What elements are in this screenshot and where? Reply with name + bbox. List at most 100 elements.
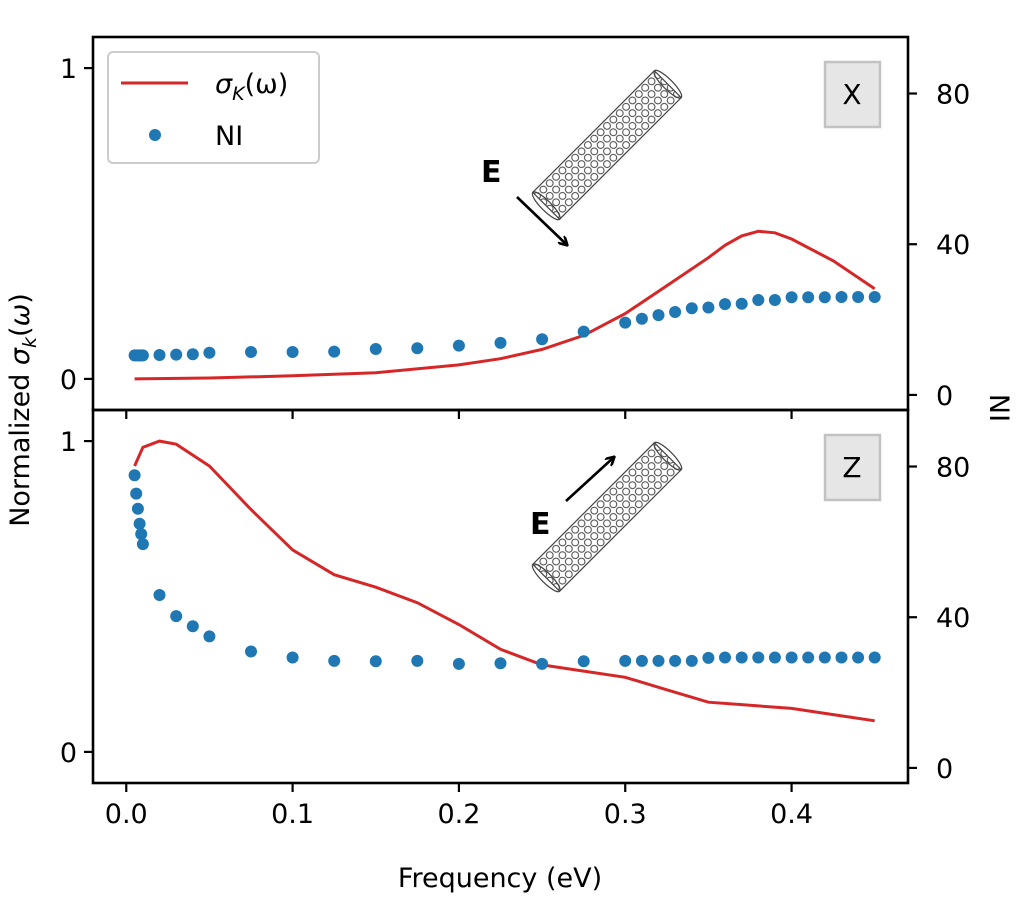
panel-z-left-ytick-label: 1 bbox=[60, 427, 77, 458]
panel-z-ni-point bbox=[635, 654, 648, 667]
panel-z-ni-point bbox=[835, 651, 848, 664]
panel-x-ni-point bbox=[203, 346, 216, 359]
panel-z-ni-point bbox=[131, 502, 144, 515]
panel-x-ni-point bbox=[536, 333, 549, 346]
panel-x-plot-area bbox=[128, 229, 881, 381]
panel-z-ni-point bbox=[669, 654, 682, 667]
panel-x-efield-label: E bbox=[481, 155, 502, 190]
panel-x-ni-point bbox=[852, 291, 865, 303]
panel-z-ni-point bbox=[868, 651, 881, 664]
panel-z-ni-point bbox=[818, 651, 831, 664]
panel-x-ni-point bbox=[286, 346, 299, 358]
panel-z-ni-point bbox=[328, 654, 341, 667]
panel-x-ni-point bbox=[619, 316, 632, 329]
y-axis-right-label: NI bbox=[983, 394, 1014, 422]
panel-z-ni-point bbox=[802, 651, 815, 664]
x-tick-label: 0.1 bbox=[271, 799, 314, 830]
legend-scatter-label: NI bbox=[215, 121, 243, 152]
panel-z-right-ytick-label: 40 bbox=[936, 603, 970, 634]
panel-x-ni-point bbox=[702, 301, 715, 314]
panel-z-ni-point bbox=[702, 651, 715, 664]
nanotube-x-icon bbox=[531, 69, 683, 221]
panel-z-label: Z bbox=[842, 451, 861, 484]
panel-x-ni-point bbox=[452, 339, 465, 352]
panel-z-left-ytick-label: 0 bbox=[60, 738, 77, 769]
panel-x-left-ytick-label: 0 bbox=[60, 365, 77, 396]
legend-scatter-swatch bbox=[149, 129, 161, 141]
panel-z-ni-point bbox=[245, 645, 257, 658]
legend: σK(ω) NI bbox=[107, 51, 320, 164]
panel-z-xticks: 0.0 0.1 0.2 0.3 0.4 bbox=[105, 783, 813, 830]
panel-z-ni-point bbox=[768, 651, 781, 664]
panel-z-right-ytick-label: 80 bbox=[936, 453, 970, 484]
panel-z-ni-point bbox=[128, 469, 141, 482]
panel-z-plot-area bbox=[128, 439, 881, 723]
x-axis-label: Frequency (eV) bbox=[398, 863, 602, 894]
panel-x-left-yticks: 01 bbox=[60, 54, 93, 396]
x-tick-label: 0.4 bbox=[770, 799, 813, 830]
panel-x-ni-point bbox=[136, 349, 149, 362]
panel-x-ni-point bbox=[635, 312, 648, 325]
panel-z-ni-point bbox=[203, 630, 216, 643]
panel-z-ni-point bbox=[785, 651, 798, 664]
panel-x-ni-point bbox=[652, 309, 665, 322]
panel-z-ni-point bbox=[735, 651, 748, 664]
panel-x-efield-arrow bbox=[516, 196, 566, 244]
panel-x-ni-point bbox=[752, 294, 765, 306]
panel-z-ni-point bbox=[186, 620, 199, 633]
panel-z-left-yticks: 01 bbox=[60, 427, 93, 769]
x-tick-label: 0.2 bbox=[437, 799, 480, 830]
panel-x-ni-point bbox=[153, 349, 166, 361]
panel-x-ni-point bbox=[685, 302, 698, 315]
panel-x-ni-point bbox=[719, 298, 731, 311]
panel-x-ni-point bbox=[577, 325, 590, 338]
panel-x-ni-point bbox=[411, 342, 424, 355]
x-tick-label: 0.0 bbox=[105, 799, 148, 830]
panel-x-right-ytick-label: 40 bbox=[936, 230, 970, 261]
panel-x-sigma-line bbox=[134, 229, 876, 381]
panel-x-ni-point bbox=[186, 348, 199, 361]
panel-x-right-yticks: 0 40 80 bbox=[908, 80, 970, 412]
panel-z-ni-point bbox=[170, 610, 183, 623]
panel-z-ni-point bbox=[411, 654, 424, 667]
panel-z-ni-point bbox=[153, 589, 166, 601]
panel-z-ni-point bbox=[852, 651, 865, 664]
panel-z-efield-label: E bbox=[530, 507, 551, 542]
panel-x-ni-point bbox=[735, 297, 748, 310]
panel-z-ni-point bbox=[619, 654, 632, 667]
panel-z-ni-point bbox=[577, 655, 590, 668]
panel-z-ni-point bbox=[286, 651, 299, 664]
panel-x-ni-point bbox=[785, 291, 798, 304]
panel-z-right-ytick-label: 0 bbox=[936, 754, 953, 785]
panel-x-left-ytick-label: 1 bbox=[60, 54, 77, 85]
panel-x-xticks bbox=[125, 410, 793, 419]
panel-x-ni-point bbox=[802, 291, 815, 304]
panel-z-ni-point bbox=[494, 657, 507, 670]
panel-x-right-ytick-label: 80 bbox=[936, 80, 970, 111]
panel-x-ni-point bbox=[170, 348, 183, 361]
panel-x-ni-point bbox=[369, 343, 382, 355]
panel-z-ni-point bbox=[652, 654, 665, 667]
panel-z-right-yticks: 0 40 80 bbox=[908, 453, 970, 785]
panel-z-ni-point bbox=[133, 517, 146, 530]
panel-z-sigma-line bbox=[133, 439, 875, 723]
panel-z-ni-point bbox=[719, 651, 731, 664]
panel-x-ni-point bbox=[835, 291, 848, 303]
panel-z-ni-point bbox=[135, 528, 148, 540]
panel-z-efield-arrow bbox=[565, 458, 613, 502]
panel-x-ni-point bbox=[818, 291, 831, 304]
panel-z-ni-point bbox=[536, 657, 549, 670]
panel-z-frame bbox=[91, 408, 910, 785]
panel-z-ni-point bbox=[685, 654, 698, 667]
panel-x-ni-point bbox=[868, 291, 881, 303]
y-axis-left-label: Normalized σk(ω) bbox=[5, 293, 41, 527]
panel-x-ni-point bbox=[328, 345, 341, 358]
panel-x-ni-point bbox=[669, 306, 682, 318]
panel-x-right-ytick-label: 0 bbox=[936, 381, 953, 412]
x-tick-label: 0.3 bbox=[604, 799, 647, 830]
panel-x-label-box bbox=[823, 60, 882, 129]
panel-z-ni-point bbox=[452, 657, 465, 670]
panel-z-ni-point bbox=[130, 487, 143, 500]
